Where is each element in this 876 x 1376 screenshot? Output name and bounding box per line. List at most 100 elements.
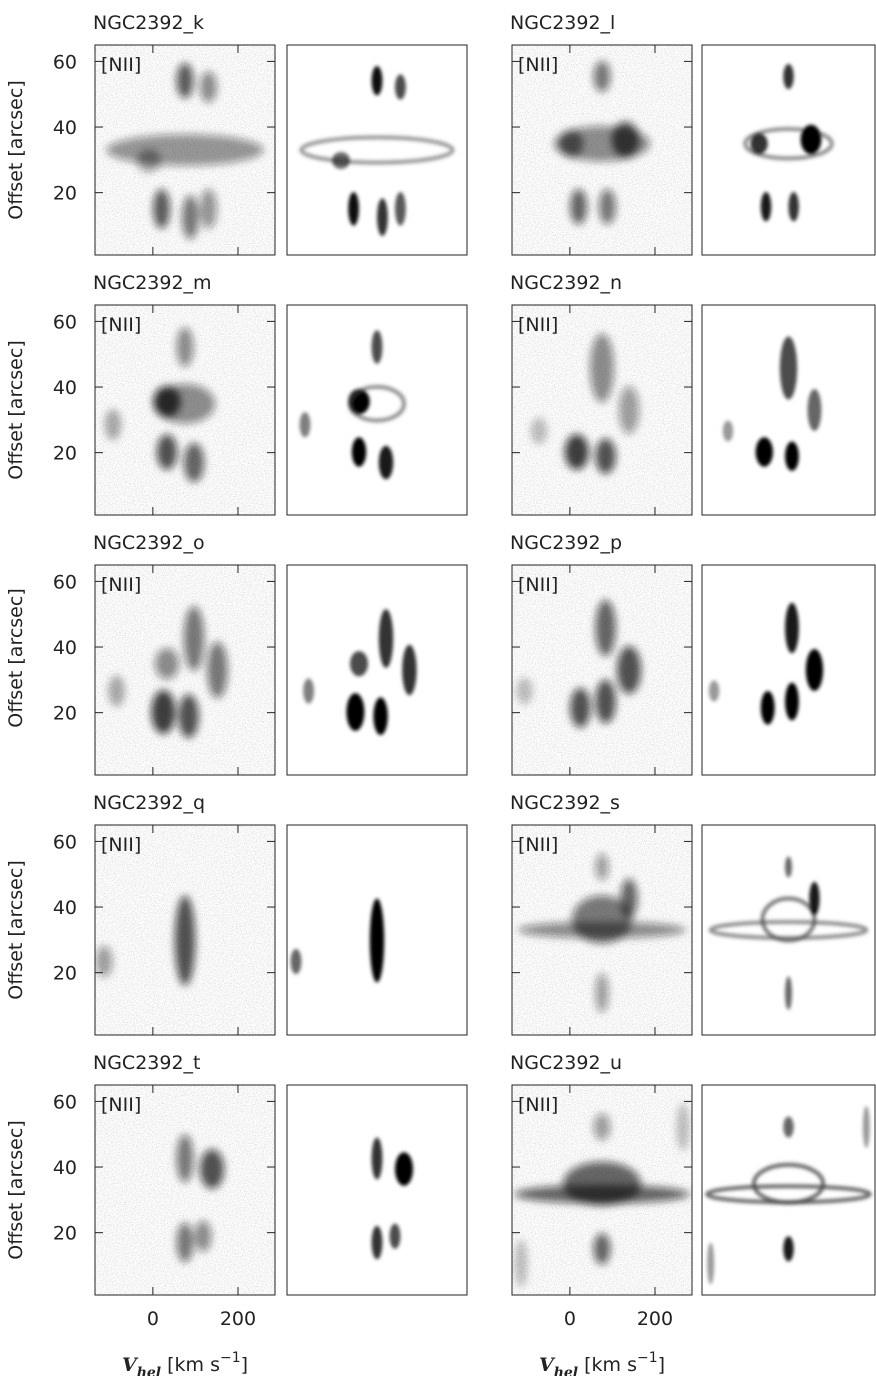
y-tick-label: 20	[53, 1223, 77, 1245]
panel-frame	[701, 44, 876, 256]
model-blob	[755, 437, 773, 467]
model-blob	[779, 336, 798, 400]
model-blobs	[722, 336, 822, 471]
model-blob	[351, 437, 367, 467]
y-axis-label-row3: Offset [arcsec]	[5, 588, 27, 727]
line-annotation: [NII]	[518, 834, 558, 856]
emission-blobs	[106, 62, 264, 240]
panel-title: NGC2392_l	[510, 12, 615, 34]
emission-blob	[174, 895, 196, 986]
line-annotation: [NII]	[518, 54, 558, 76]
model-blob	[378, 445, 394, 480]
y-tick-label: 20	[53, 963, 77, 985]
model-blob	[303, 678, 314, 704]
noise-background	[512, 565, 692, 775]
emission-blob	[595, 973, 609, 1013]
emission-blob	[155, 648, 179, 680]
x-axis-label-exponent: −1	[637, 1350, 658, 1366]
y-tick-label: 60	[53, 311, 77, 333]
model-blob	[389, 1223, 401, 1249]
model-blob	[783, 1116, 794, 1138]
observed-image	[512, 825, 692, 1035]
observed-image	[512, 45, 692, 255]
model-blob	[760, 192, 772, 222]
model-image	[299, 330, 406, 480]
model-ring	[348, 384, 406, 423]
observed-image	[95, 1085, 275, 1295]
emission-blob	[207, 641, 228, 699]
observed-image	[95, 565, 275, 775]
model-blob	[332, 152, 350, 169]
model-blob	[378, 609, 394, 668]
model-blob	[707, 1242, 715, 1285]
model-image	[705, 1106, 872, 1285]
y-tick-label: 40	[53, 637, 77, 659]
model-blob	[722, 420, 734, 442]
y-axis-label: Offset [arcsec]	[5, 340, 27, 479]
y-tick-label: 40	[53, 897, 77, 919]
emission-blob	[183, 442, 205, 483]
panel-frame	[511, 304, 693, 516]
emission-blob	[618, 386, 640, 434]
emission-blob	[599, 189, 616, 225]
model-blob	[369, 898, 385, 983]
emission-blob	[176, 1222, 194, 1263]
model-blob	[708, 680, 720, 702]
x-axis-label-unit: [km s	[167, 1354, 220, 1376]
panel-title: NGC2392_p	[510, 532, 622, 554]
panel-frame	[701, 564, 876, 776]
panel-frame	[286, 824, 468, 1036]
model-blob	[807, 389, 822, 431]
observed-image	[512, 565, 692, 775]
model-blob	[350, 651, 368, 677]
line-annotation: [NII]	[101, 54, 141, 76]
emission-blob	[516, 677, 533, 705]
emission-blob	[153, 189, 171, 229]
panel-frame	[511, 44, 693, 256]
model-blob	[783, 63, 794, 90]
model-ring	[299, 135, 455, 165]
emission-blob	[572, 895, 632, 944]
emission-blob	[200, 71, 217, 103]
emission-blob	[595, 853, 609, 881]
emission-blob	[151, 690, 176, 734]
panel-frame	[286, 304, 468, 516]
panel-title: NGC2392_k	[93, 12, 204, 34]
model-ring	[743, 127, 834, 161]
x-axis-label-exponent: −1	[220, 1350, 241, 1366]
line-annotation: [NII]	[101, 834, 141, 856]
emission-blob	[104, 409, 122, 441]
emission-blob	[595, 599, 616, 657]
model-blobs	[743, 63, 834, 222]
line-annotation: [NII]	[101, 1094, 141, 1116]
emission-blob	[617, 646, 641, 694]
model-blob	[783, 1236, 794, 1262]
panel-frame	[286, 1084, 468, 1296]
panel-frame	[94, 1084, 276, 1296]
emission-blob	[563, 1161, 641, 1206]
model-image	[722, 336, 822, 471]
y-tick-label: 40	[53, 377, 77, 399]
y-tick-label: 40	[53, 117, 77, 139]
y-tick-label: 20	[53, 443, 77, 465]
panel-frame	[511, 824, 693, 1036]
line-annotation: [NII]	[101, 574, 141, 596]
model-image	[708, 602, 824, 725]
x-axis-label-symbol: V	[122, 1354, 139, 1376]
model-blob	[395, 1152, 413, 1186]
model-blob	[290, 948, 302, 975]
observed-image	[95, 825, 275, 1035]
x-axis-label-subscript: hel	[554, 1365, 578, 1376]
line-annotation: [NII]	[518, 314, 558, 336]
y-tick-label: 20	[53, 703, 77, 725]
model-blob	[373, 697, 388, 736]
model-blob	[760, 691, 775, 725]
model-blob	[809, 881, 820, 916]
emission-blob	[156, 434, 178, 470]
panel-frame	[701, 1084, 876, 1296]
model-blob	[299, 412, 311, 438]
line-annotation: [NII]	[518, 1094, 558, 1116]
emission-blobs	[518, 853, 686, 1013]
model-blobs	[299, 330, 406, 480]
